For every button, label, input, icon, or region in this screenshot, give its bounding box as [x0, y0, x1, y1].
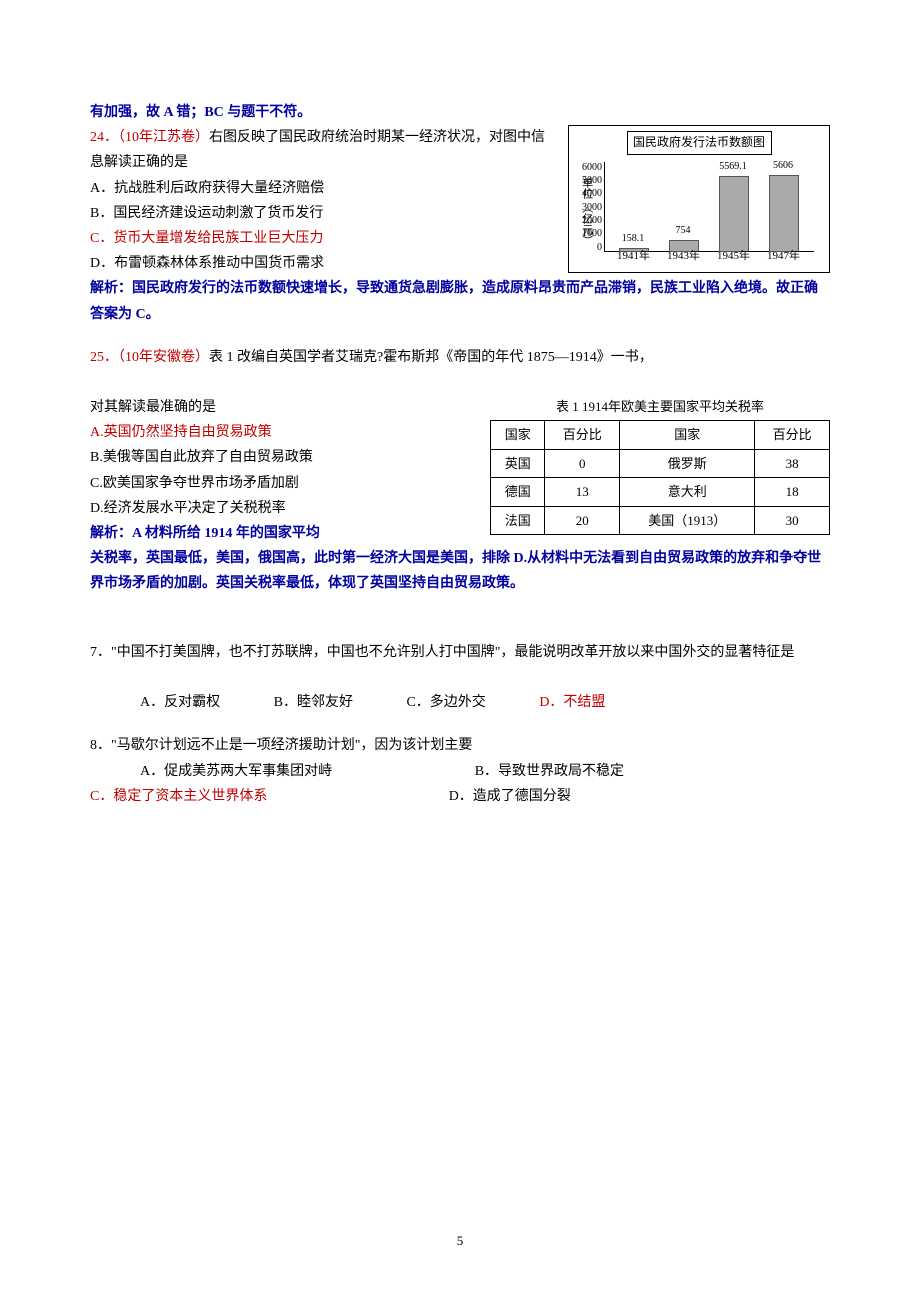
page-number: 5	[90, 1229, 830, 1252]
table-row: 德国13意大利18	[491, 478, 830, 506]
q24-src: （10年江苏卷）	[118, 130, 209, 145]
q8-optD: D．造成了德国分裂	[449, 784, 804, 809]
question-7: 7．"中国不打美国牌，也不打苏联牌，中国也不允许别人打中国牌"，最能说明改革开放…	[90, 640, 830, 716]
q8-optB: B．导致世界政局不稳定	[475, 759, 806, 784]
intro-line: 有加强，故 A 错；BC 与题干不符。	[90, 100, 830, 125]
table-cell: 20	[545, 506, 620, 534]
q7-stem: "中国不打美国牌，也不打苏联牌，中国也不允许别人打中国牌"，最能说明改革开放以来…	[111, 645, 794, 660]
q7-optC: C．多边外交	[406, 695, 485, 710]
bar-2	[719, 176, 749, 252]
question-8: 8．"马歇尔计划远不止是一项经济援助计划"，因为该计划主要 A．促成美苏两大军事…	[90, 733, 830, 809]
table-cell: 法国	[491, 506, 545, 534]
table-header: 百分比	[545, 421, 620, 449]
q8-stem: "马歇尔计划远不止是一项经济援助计划"，因为该计划主要	[111, 738, 472, 753]
table-cell: 英国	[491, 449, 545, 477]
q7-optD: D．不结盟	[539, 695, 605, 710]
table-cell: 美国（1913）	[620, 506, 755, 534]
chart-title: 国民政府发行法币数额图	[627, 131, 772, 155]
q7-optA: A．反对霸权	[140, 695, 220, 710]
table-cell: 30	[755, 506, 830, 534]
table-cell: 意大利	[620, 478, 755, 506]
table-cell: 德国	[491, 478, 545, 506]
q25-number: 25．	[90, 350, 118, 365]
bar-3	[769, 175, 799, 252]
table-cell: 俄罗斯	[620, 449, 755, 477]
table-row: 法国20美国（1913）30	[491, 506, 830, 534]
q8-optA: A．促成美苏两大军事集团对峙	[140, 759, 471, 784]
table-cell: 18	[755, 478, 830, 506]
q25-table: 国家百分比国家百分比英国0俄罗斯38德国13意大利18法国20美国（1913）3…	[490, 420, 830, 535]
q25-table-caption: 表 1 1914年欧美主要国家平均关税率	[490, 395, 830, 418]
table-header: 国家	[620, 421, 755, 449]
q7-optB: B．睦邻友好	[274, 695, 353, 710]
q25-analysis1: ：A 材料所给 1914 年的国家平均	[118, 526, 320, 541]
q8-optC: C．稳定了资本主义世界体系	[90, 784, 445, 809]
q25-analysis2: 关税率，英国最低，美国，俄国高，此时第一经济大国是美国，排除 D.从材料中无法看…	[90, 546, 830, 596]
table-cell: 0	[545, 449, 620, 477]
q8-number: 8．	[90, 738, 111, 753]
table-cell: 38	[755, 449, 830, 477]
q25-analysis-label: 解析	[90, 526, 118, 541]
table-header: 百分比	[755, 421, 830, 449]
q7-number: 7．	[90, 645, 111, 660]
q25-stem: 表 1 改编自英国学者艾瑞克?霍布斯邦《帝国的年代 1875—1914》一书，	[209, 350, 653, 365]
question-25: 25．（10年安徽卷）表 1 改编自英国学者艾瑞克?霍布斯邦《帝国的年代 187…	[90, 345, 830, 597]
q24-number: 24．	[90, 130, 118, 145]
q24-analysis-label: 解析	[90, 281, 118, 296]
table-header: 国家	[491, 421, 545, 449]
table-cell: 13	[545, 478, 620, 506]
q24-analysis: ：国民政府发行的法币数额快速增长，导致通货急剧膨胀，造成原料昂贵而产品滞销，民族…	[90, 281, 818, 321]
chart-area: 单位 （亿元）0100020003000400050006000158.1194…	[604, 157, 824, 267]
q25-src: （10年安徽卷）	[118, 350, 209, 365]
q24-chart: 国民政府发行法币数额图 单位 （亿元）010002000300040005000…	[568, 125, 830, 273]
question-24: 国民政府发行法币数额图 单位 （亿元）010002000300040005000…	[90, 125, 830, 327]
q25-table-wrap: 表 1 1914年欧美主要国家平均关税率 国家百分比国家百分比英国0俄罗斯38德…	[490, 395, 830, 535]
table-row: 英国0俄罗斯38	[491, 449, 830, 477]
